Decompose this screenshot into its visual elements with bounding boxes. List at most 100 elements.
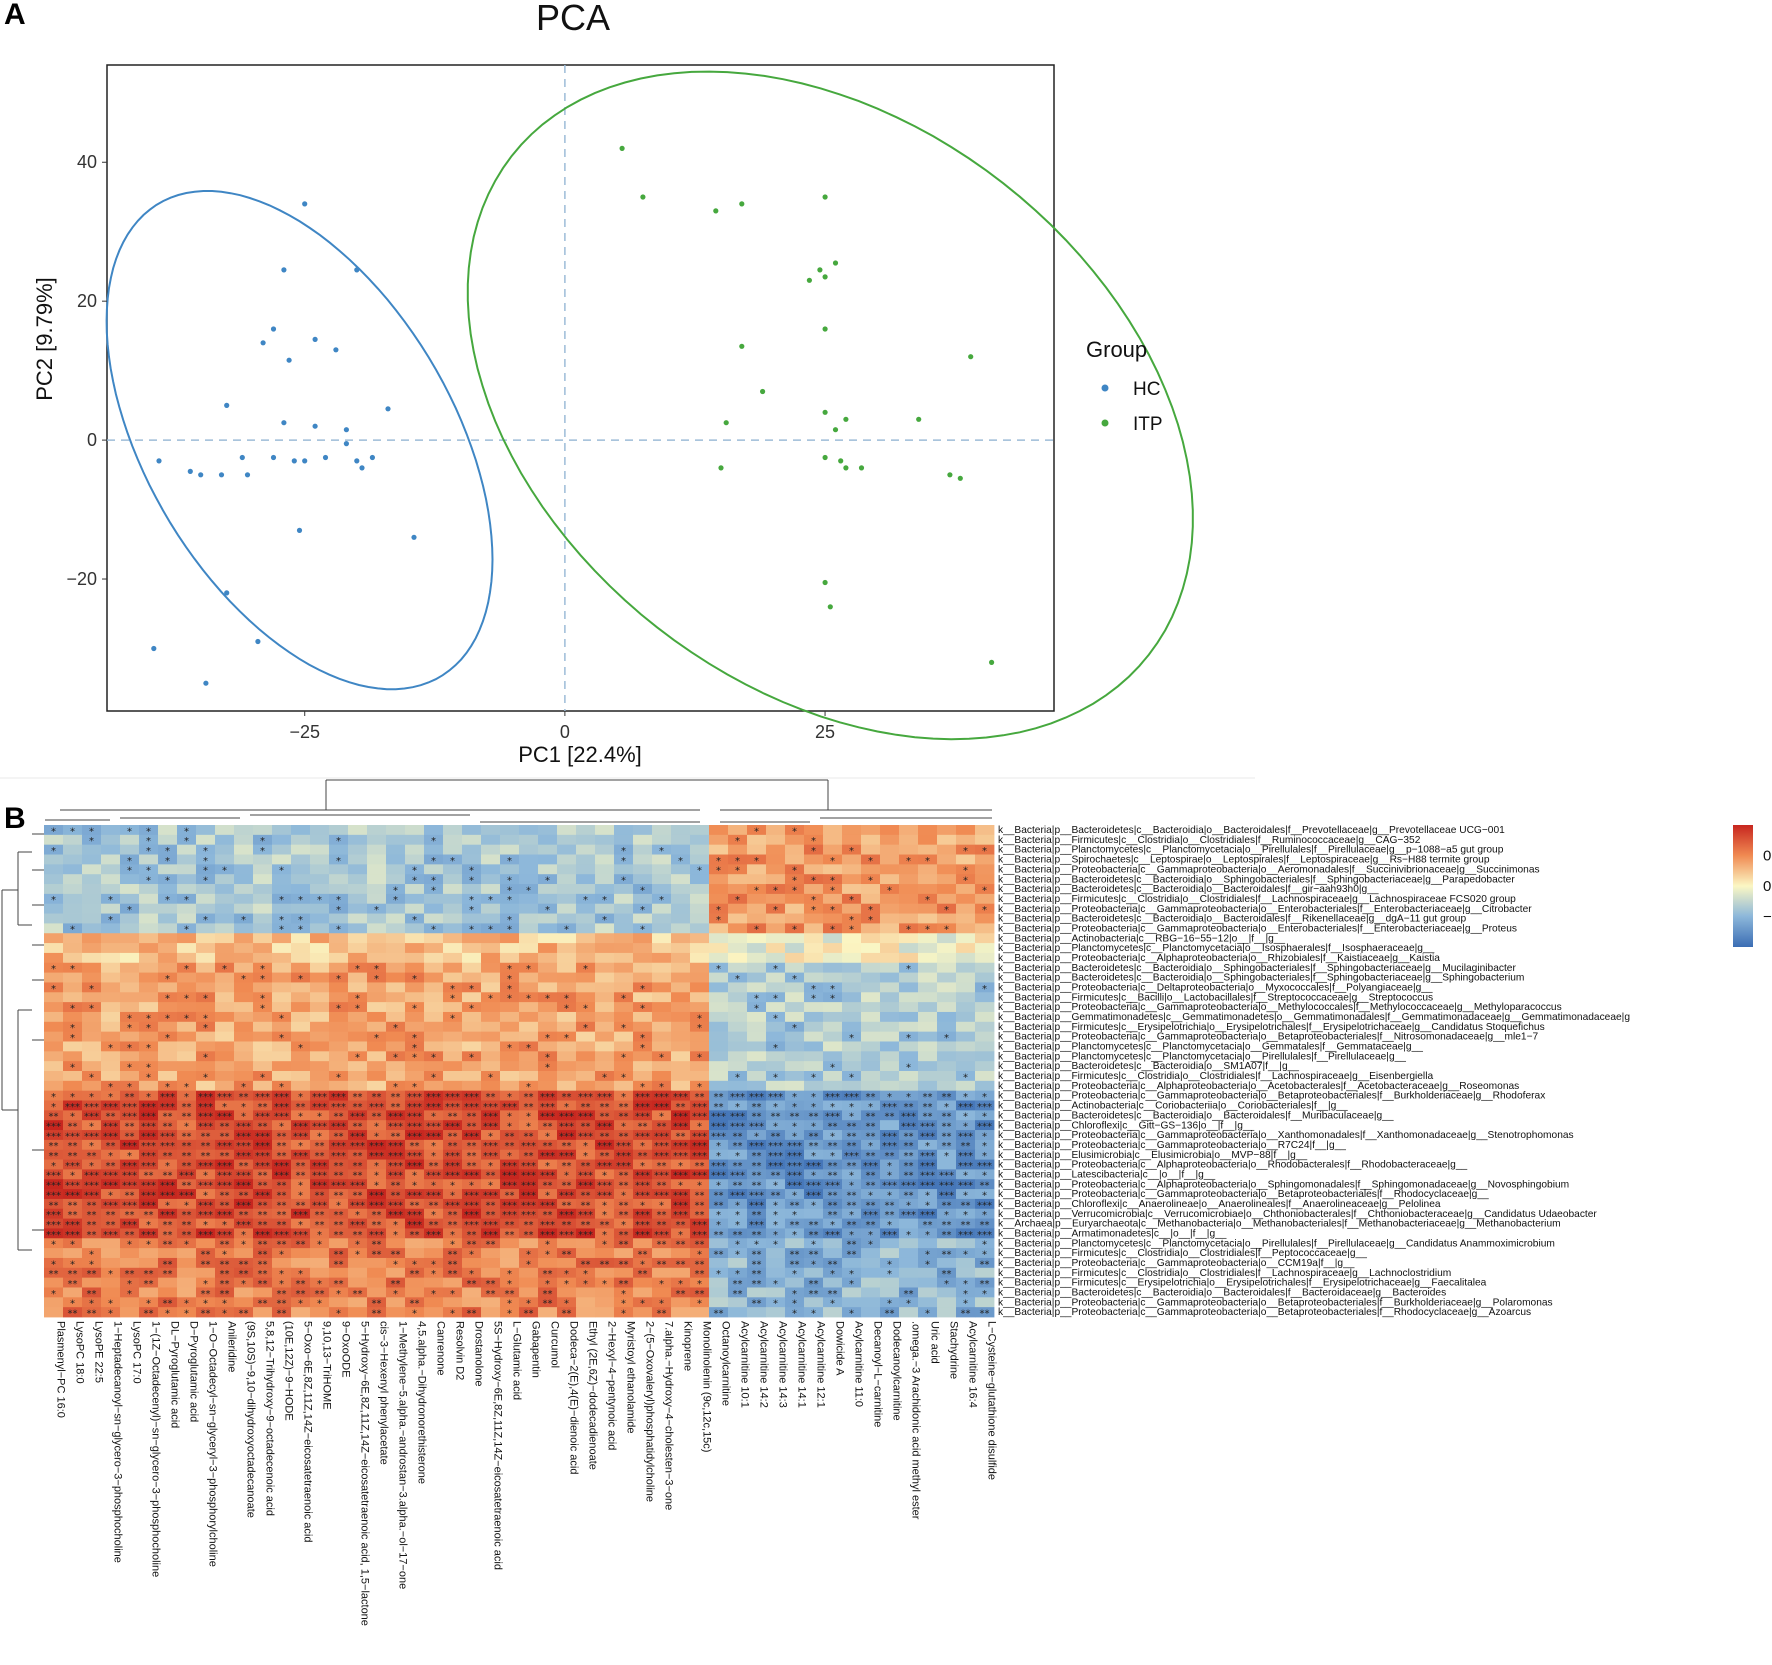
significance-mark: * (697, 1279, 702, 1290)
heatmap-cell (880, 1189, 900, 1200)
heatmap-cell (63, 1061, 83, 1072)
heatmap-cell (538, 1011, 558, 1023)
data-point-itp (989, 659, 995, 666)
heatmap-cell (633, 1149, 653, 1160)
significance-mark: * (412, 1082, 417, 1093)
heatmap-cell (785, 1100, 805, 1111)
significance-mark: * (678, 856, 683, 867)
heatmap-cell (101, 1189, 121, 1200)
heatmap-cell (519, 1248, 539, 1259)
significance-mark: * (621, 1220, 626, 1231)
heatmap-cell (310, 1100, 330, 1111)
significance-mark: ** (391, 1092, 401, 1103)
heatmap-cell (158, 952, 178, 964)
heatmap-cell (481, 854, 501, 865)
significance-mark: ** (600, 1102, 610, 1113)
significance-mark: * (450, 1309, 455, 1320)
data-point-itp (968, 354, 974, 360)
heatmap-cell (310, 1297, 330, 1308)
heatmap-cell (500, 834, 520, 846)
heatmap-cell (196, 825, 216, 836)
significance-mark: ** (809, 1230, 819, 1241)
significance-mark: ** (733, 1289, 743, 1300)
heatmap-cell (253, 1080, 273, 1092)
significance-mark: ** (733, 1230, 743, 1241)
heatmap-cell (633, 834, 653, 846)
heatmap-cell (823, 834, 843, 846)
heatmap-cell (823, 874, 843, 885)
heatmap-cell (557, 952, 577, 964)
heatmap-row-label: k__Bacteria|p__Proteobacteria|c__Alphapr… (998, 1160, 1468, 1171)
heatmap-cell (747, 1002, 767, 1013)
heatmap-cell (500, 1149, 520, 1160)
significance-mark: ** (334, 1131, 344, 1142)
heatmap-cell (728, 1238, 748, 1249)
heatmap-cell (329, 943, 349, 954)
heatmap-cell (519, 1100, 539, 1111)
heatmap-cell (538, 1238, 558, 1249)
significance-mark: * (374, 1171, 379, 1182)
heatmap-cell (82, 1238, 102, 1249)
heatmap-cell (500, 1189, 520, 1200)
heatmap-cell (367, 1021, 387, 1033)
heatmap-cell (272, 903, 292, 914)
heatmap-cell (215, 1208, 235, 1219)
significance-mark: * (792, 1289, 797, 1300)
heatmap-cell (367, 1277, 387, 1288)
heatmap-cell (82, 1159, 102, 1170)
heatmap-cell (424, 1011, 444, 1023)
heatmap-cell (386, 864, 406, 875)
heatmap-cell (405, 893, 425, 905)
heatmap-cell (291, 884, 311, 895)
heatmap-cell (82, 1002, 102, 1013)
significance-mark: *** (84, 1190, 99, 1201)
significance-mark: *** (407, 1102, 422, 1113)
heatmap-cell (766, 913, 786, 924)
heatmap-cell (937, 1307, 957, 1318)
significance-mark: * (222, 866, 227, 877)
heatmap-cell (975, 952, 995, 964)
significance-mark: * (70, 964, 75, 975)
heatmap-cell (215, 1139, 235, 1151)
heatmap-cell (918, 1100, 938, 1111)
significance-mark: ** (239, 1210, 249, 1221)
heatmap-cell (196, 952, 216, 964)
heatmap-cell (633, 1041, 653, 1052)
heatmap-cell (348, 962, 368, 973)
heatmap-cell (671, 903, 691, 914)
significance-mark: * (89, 1004, 94, 1015)
heatmap-cell (310, 864, 330, 875)
heatmap-cell (424, 1090, 444, 1101)
significance-mark: * (906, 925, 911, 936)
heatmap-cell (899, 1149, 919, 1160)
significance-mark: *** (863, 1210, 878, 1221)
significance-mark: *** (559, 1151, 574, 1162)
significance-mark: * (811, 994, 816, 1005)
significance-mark: ** (866, 1200, 876, 1211)
significance-mark: *** (844, 1151, 859, 1162)
heatmap-cell (139, 1159, 159, 1170)
heatmap-cell (766, 1267, 786, 1279)
significance-mark: ** (752, 1279, 762, 1290)
heatmap-cell (405, 1130, 425, 1141)
heatmap-cell (766, 903, 786, 914)
heatmap-cell (614, 952, 634, 964)
heatmap-cell (177, 1248, 197, 1259)
significance-mark: * (526, 1082, 531, 1093)
significance-mark: * (70, 1259, 75, 1270)
significance-mark: ** (296, 1200, 306, 1211)
significance-mark: * (51, 1161, 56, 1172)
significance-mark: *** (46, 1171, 61, 1182)
significance-mark: ** (239, 1259, 249, 1270)
significance-mark: * (450, 1181, 455, 1192)
heatmap-cell (329, 825, 349, 836)
heatmap-cell (747, 933, 767, 944)
heatmap-cell (918, 943, 938, 954)
heatmap-cell (937, 864, 957, 875)
heatmap-cell (44, 1198, 64, 1210)
heatmap-cell (709, 1041, 729, 1052)
heatmap-cell (538, 1149, 558, 1160)
heatmap-cell (329, 1110, 349, 1121)
heatmap-cell (424, 913, 444, 924)
significance-mark: *** (179, 1190, 194, 1201)
